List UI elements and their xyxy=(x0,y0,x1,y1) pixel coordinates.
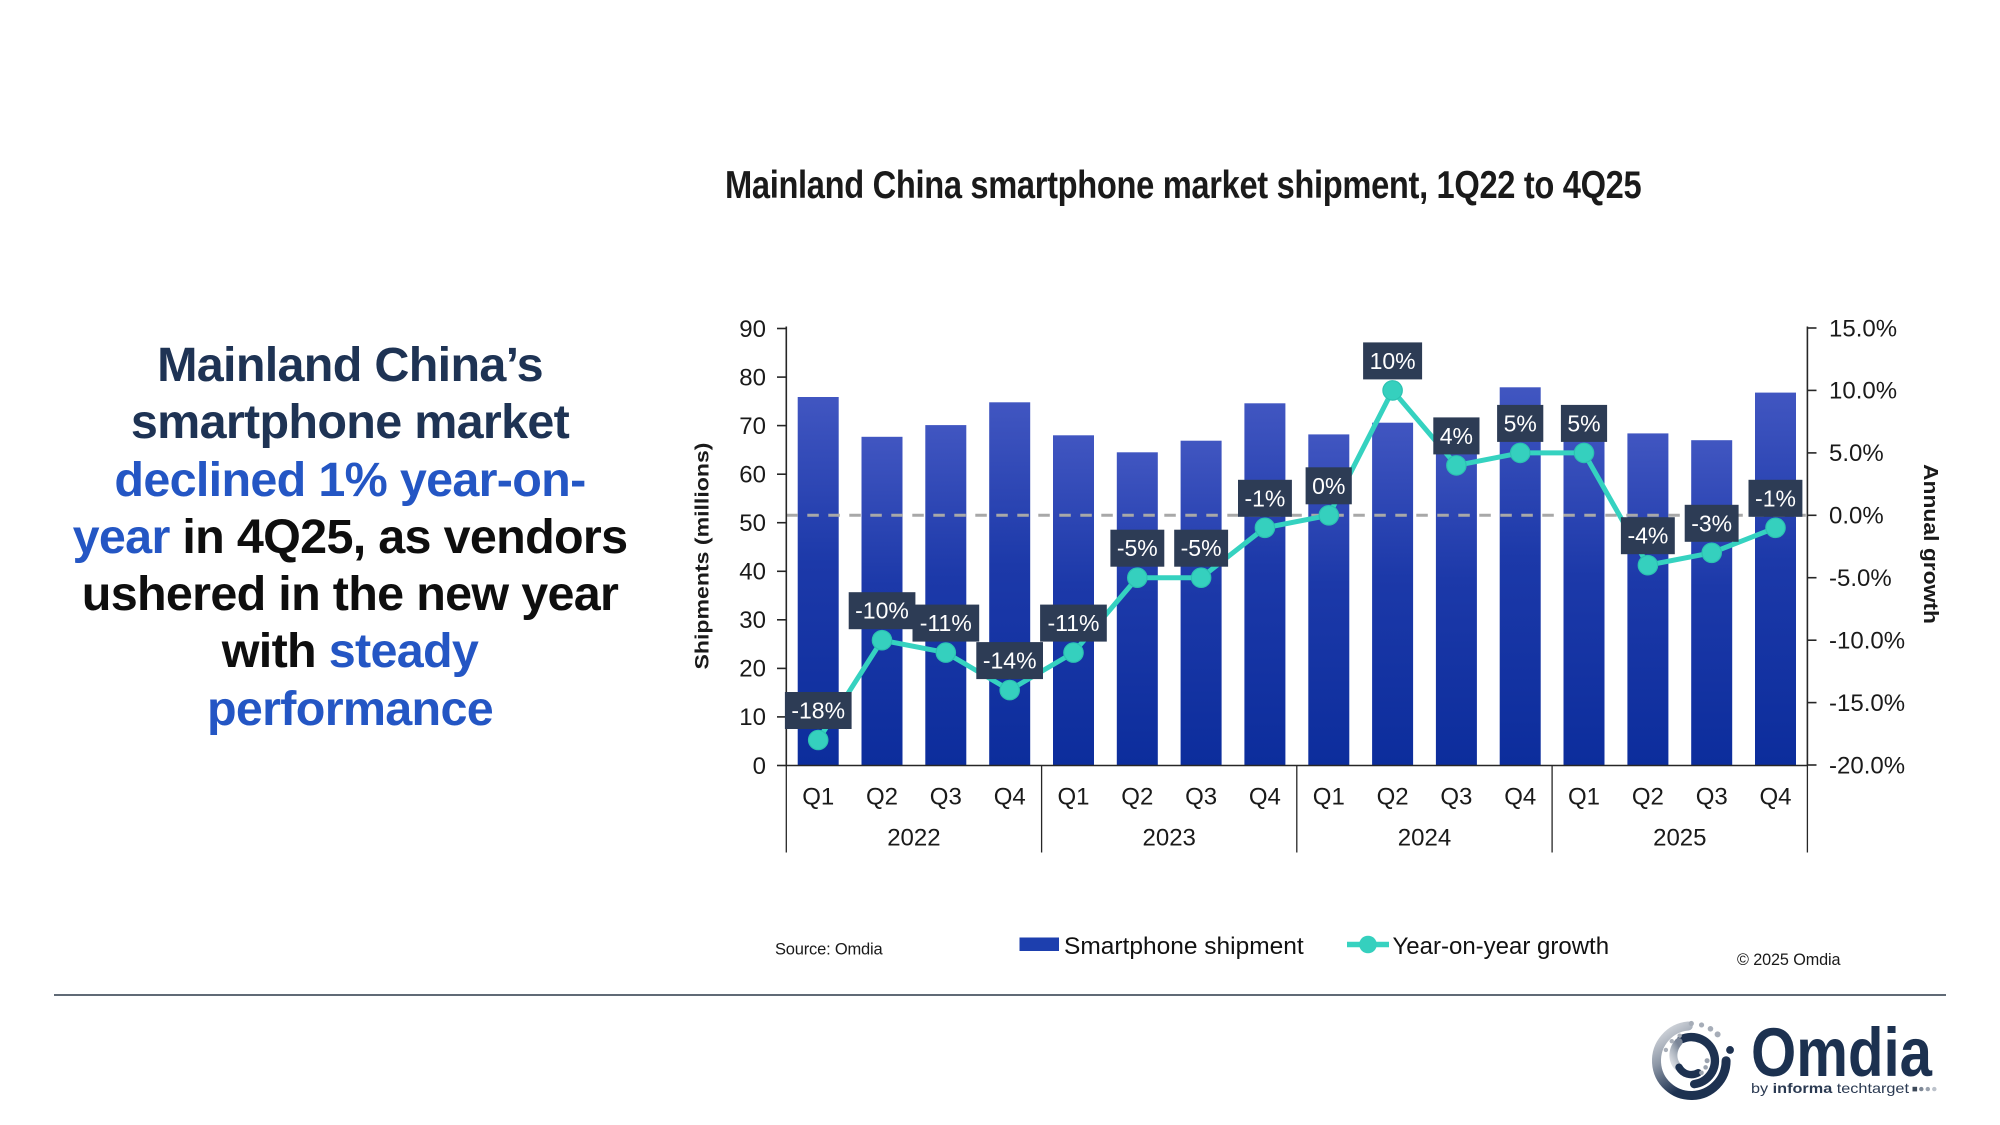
svg-text:5%: 5% xyxy=(1504,410,1537,436)
svg-text:Year-on-year growth: Year-on-year growth xyxy=(1393,933,1610,960)
svg-text:Q2: Q2 xyxy=(1632,784,1664,811)
svg-text:-15.0%: -15.0% xyxy=(1829,690,1905,717)
svg-text:by informa techtarget: by informa techtarget xyxy=(1751,1080,1909,1096)
svg-text:-4%: -4% xyxy=(1627,523,1668,549)
svg-text:Q4: Q4 xyxy=(1759,784,1791,811)
svg-text:Q3: Q3 xyxy=(1185,784,1217,811)
svg-text:90: 90 xyxy=(739,316,766,343)
svg-text:-1%: -1% xyxy=(1244,485,1285,511)
svg-text:Q2: Q2 xyxy=(866,784,898,811)
svg-text:5%: 5% xyxy=(1567,410,1600,436)
svg-text:Q3: Q3 xyxy=(1696,784,1728,811)
svg-text:© 2025 Omdia: © 2025 Omdia xyxy=(1737,951,1841,969)
svg-text:4%: 4% xyxy=(1440,423,1473,449)
svg-text:10: 10 xyxy=(739,704,766,731)
svg-text:15.0%: 15.0% xyxy=(1829,315,1897,342)
svg-text:-5%: -5% xyxy=(1117,535,1158,561)
svg-text:0%: 0% xyxy=(1312,473,1345,499)
svg-text:2025: 2025 xyxy=(1653,825,1706,852)
svg-text:30: 30 xyxy=(739,607,766,634)
svg-text:Annual growth: Annual growth xyxy=(1919,464,1941,624)
svg-text:-3%: -3% xyxy=(1691,510,1732,536)
svg-text:-14%: -14% xyxy=(983,648,1037,674)
svg-text:2023: 2023 xyxy=(1143,825,1196,852)
svg-text:-5%: -5% xyxy=(1181,535,1222,561)
svg-text:Q1: Q1 xyxy=(1057,784,1089,811)
svg-text:0: 0 xyxy=(753,753,766,780)
svg-text:Q1: Q1 xyxy=(1568,784,1600,811)
svg-text:Q3: Q3 xyxy=(930,784,962,811)
svg-text:20: 20 xyxy=(739,656,766,683)
svg-text:Shipments (millions): Shipments (millions) xyxy=(693,443,714,670)
svg-text:80: 80 xyxy=(739,364,766,391)
svg-text:Q3: Q3 xyxy=(1440,784,1472,811)
svg-text:-10%: -10% xyxy=(855,598,909,624)
svg-text:Q1: Q1 xyxy=(802,784,834,811)
svg-text:10.0%: 10.0% xyxy=(1829,378,1897,405)
svg-text:Omdia: Omdia xyxy=(1751,1014,1933,1091)
svg-text:40: 40 xyxy=(739,559,766,586)
svg-text:Q4: Q4 xyxy=(1249,784,1281,811)
svg-text:-11%: -11% xyxy=(920,610,972,636)
svg-text:10%: 10% xyxy=(1370,348,1416,374)
svg-text:Q2: Q2 xyxy=(1377,784,1409,811)
svg-text:Source: Omdia: Source: Omdia xyxy=(775,941,883,959)
svg-text:2024: 2024 xyxy=(1398,825,1451,852)
svg-text:-18%: -18% xyxy=(791,698,845,724)
svg-text:-20.0%: -20.0% xyxy=(1829,752,1905,779)
svg-text:70: 70 xyxy=(739,413,766,440)
svg-text:Q2: Q2 xyxy=(1121,784,1153,811)
svg-text:Q4: Q4 xyxy=(1504,784,1536,811)
svg-text:60: 60 xyxy=(739,462,766,489)
svg-text:Q4: Q4 xyxy=(994,784,1026,811)
svg-text:5.0%: 5.0% xyxy=(1829,440,1884,467)
svg-text:-11%: -11% xyxy=(1048,610,1100,636)
svg-text:-10.0%: -10.0% xyxy=(1829,628,1905,655)
svg-text:-1%: -1% xyxy=(1755,485,1796,511)
svg-text:2022: 2022 xyxy=(887,825,940,852)
svg-text:Smartphone shipment: Smartphone shipment xyxy=(1064,933,1304,960)
svg-text:0.0%: 0.0% xyxy=(1829,503,1884,530)
svg-text:-5.0%: -5.0% xyxy=(1829,565,1892,592)
svg-text:50: 50 xyxy=(739,510,766,537)
svg-text:Q1: Q1 xyxy=(1313,784,1345,811)
